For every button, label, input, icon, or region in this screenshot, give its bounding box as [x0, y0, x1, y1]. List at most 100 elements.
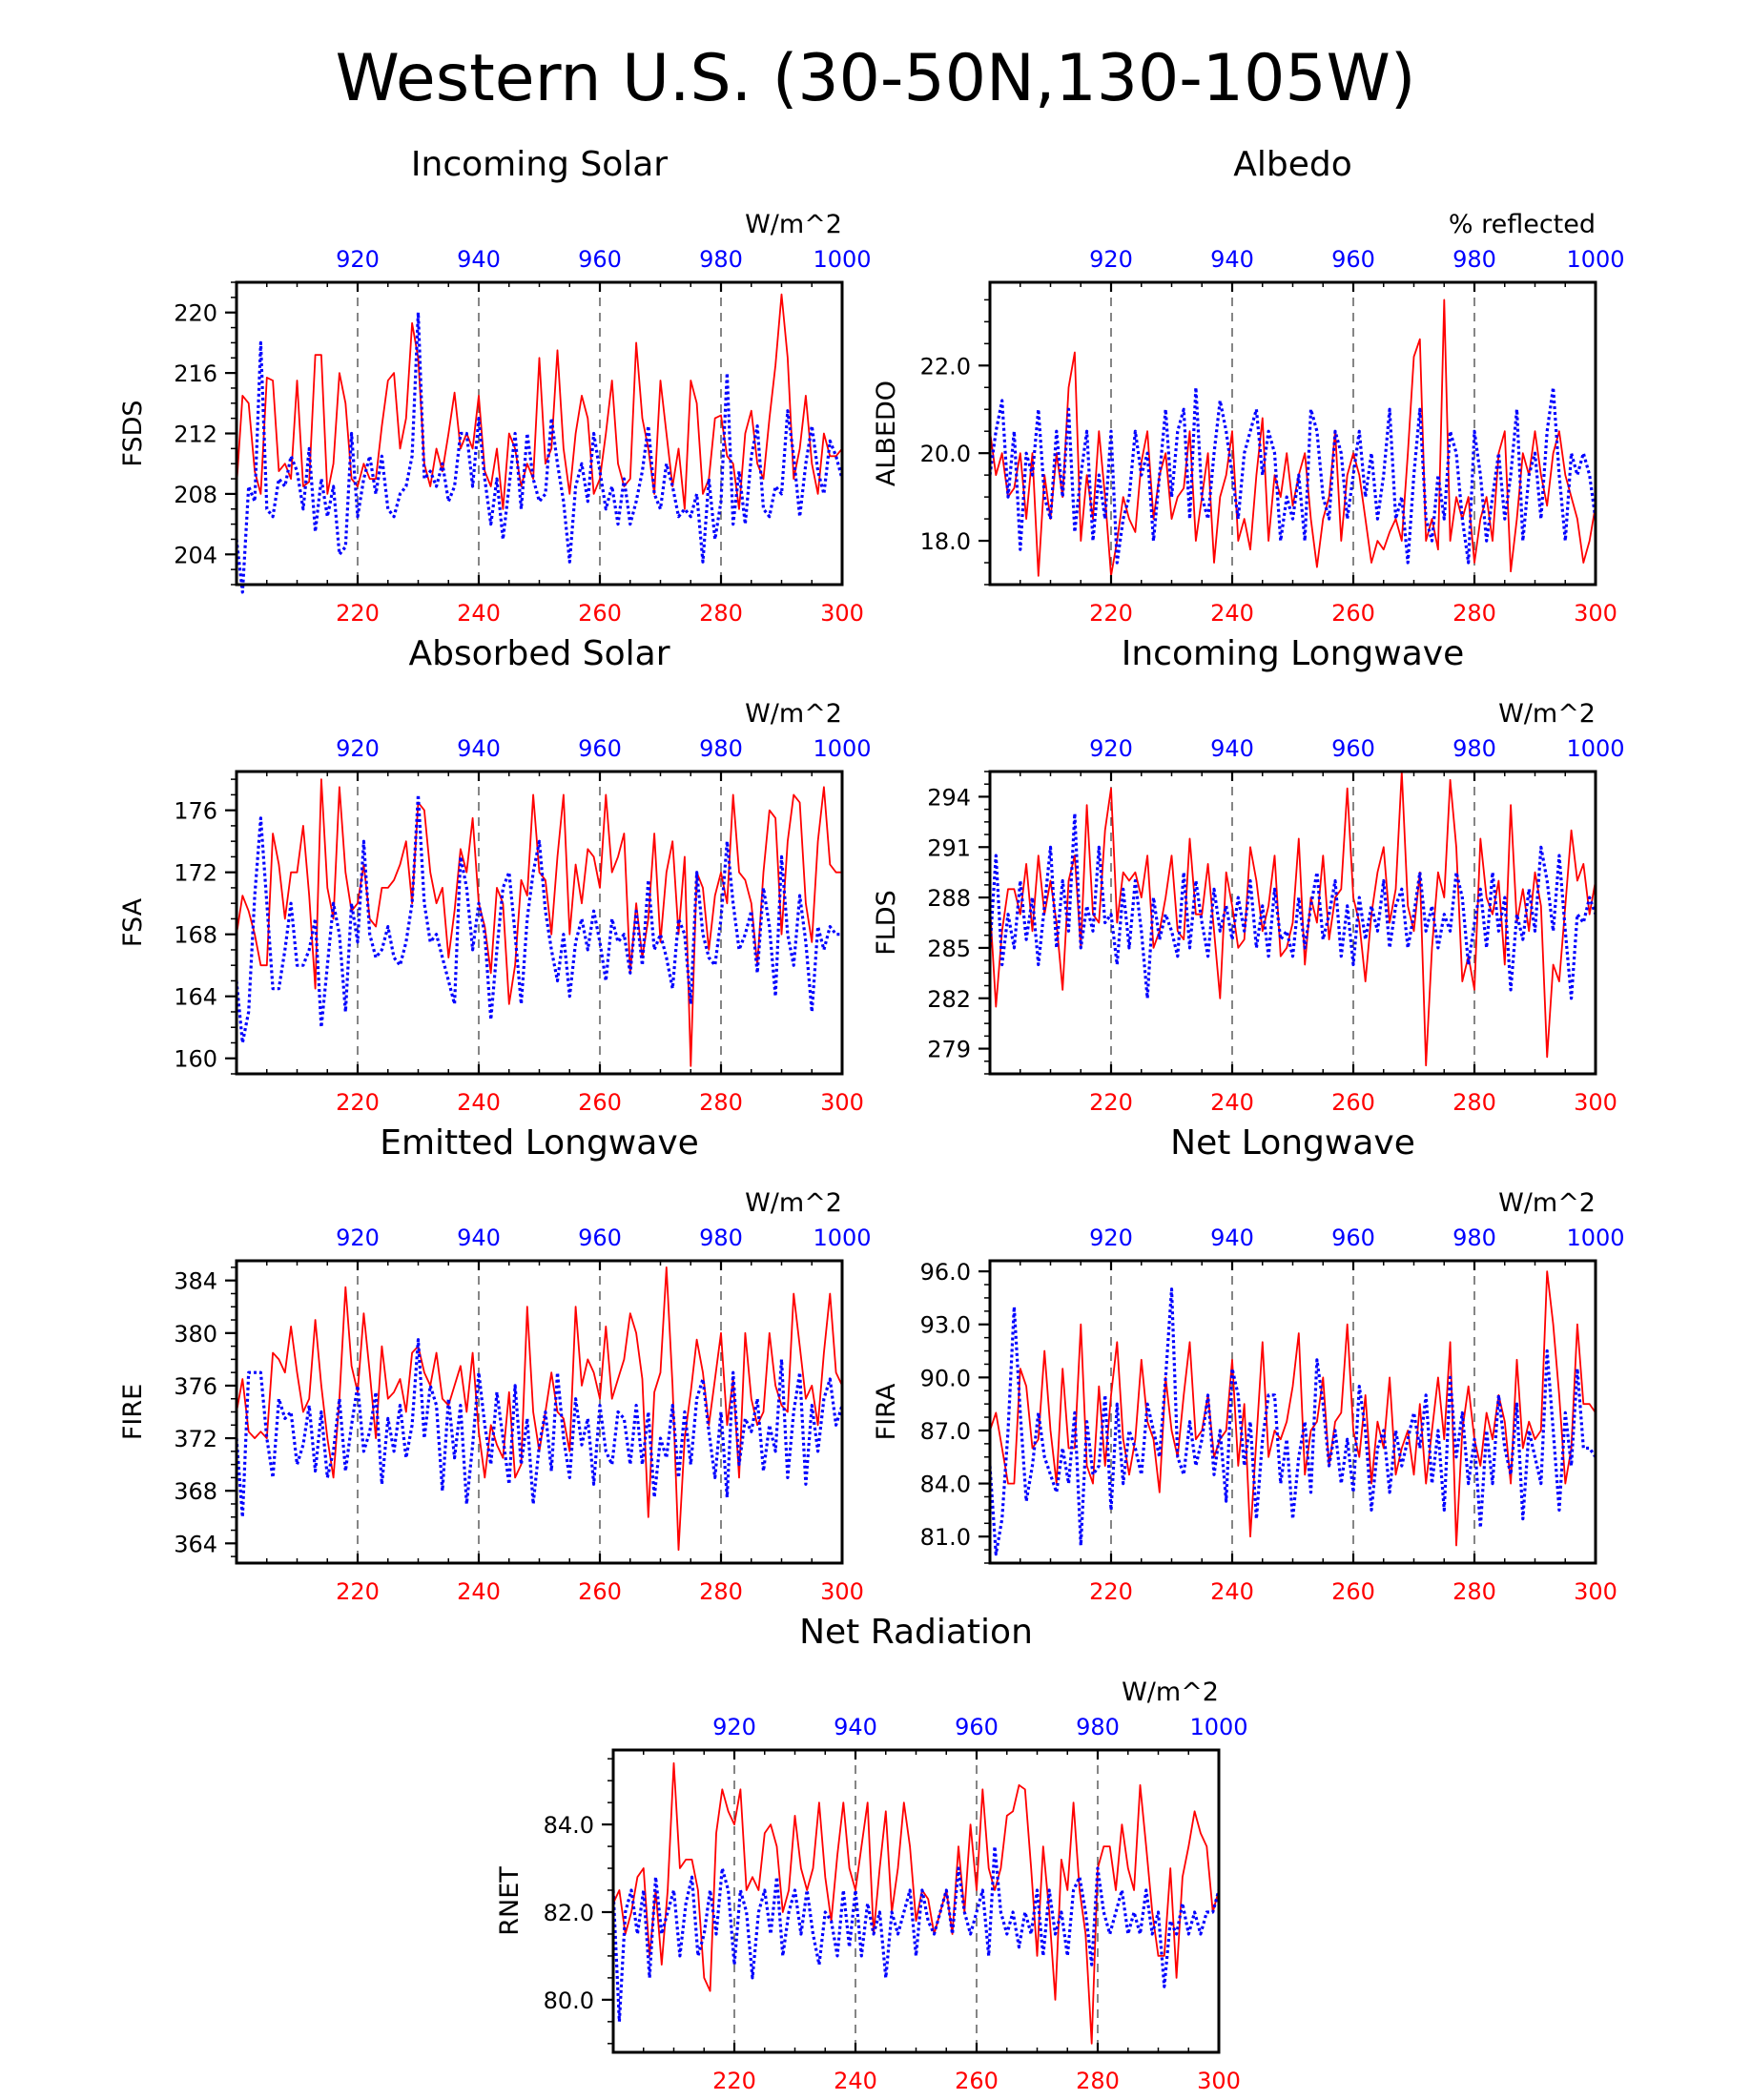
top-tick-label: 980	[1452, 1225, 1496, 1251]
bottom-tick-label: 280	[699, 1089, 743, 1116]
top-tick-label: 920	[336, 1225, 380, 1251]
bottom-tick-label: 240	[834, 2068, 877, 2094]
bottom-tick-label: 280	[1076, 2068, 1120, 2094]
top-tick-label: 1000	[1566, 1225, 1624, 1251]
y-tick-label: 84.0	[544, 1812, 594, 1839]
top-tick-label: 960	[1331, 246, 1375, 273]
y-tick-label: 82.0	[544, 1900, 594, 1926]
bottom-tick-label: 240	[1210, 1089, 1254, 1116]
top-tick-label: 920	[336, 246, 380, 273]
bottom-tick-label: 260	[578, 600, 622, 627]
y-tick-label: 81.0	[920, 1524, 971, 1551]
units-label: W/m^2	[1122, 1678, 1219, 1707]
top-tick-label: 960	[1331, 1225, 1375, 1251]
y-tick-label: 90.0	[920, 1365, 971, 1391]
y-axis-label: FIRA	[872, 1383, 901, 1440]
top-tick-label: 940	[834, 1714, 877, 1740]
top-tick-label: 1000	[1566, 735, 1624, 762]
y-tick-label: 168	[174, 922, 217, 949]
panel-title: Emitted Longwave	[380, 1123, 699, 1163]
bottom-tick-label: 260	[578, 1089, 622, 1116]
bottom-tick-label: 220	[712, 2068, 756, 2094]
top-tick-label: 1000	[1566, 246, 1624, 273]
bottom-tick-label: 280	[699, 600, 743, 627]
panel-title: Albedo	[1233, 145, 1352, 184]
bottom-tick-label: 260	[1331, 600, 1375, 627]
y-tick-label: 279	[927, 1037, 971, 1063]
blue-series-line	[235, 1338, 844, 1519]
bottom-tick-label: 300	[1574, 1089, 1617, 1116]
panel-emitted-longwave: Emitted Longwave W/m^2 220 240 260 280 300 920 9…	[118, 1123, 872, 1605]
panel-title: Net Longwave	[1170, 1123, 1415, 1163]
blue-series-line	[988, 385, 1597, 565]
top-tick-label: 920	[336, 735, 380, 762]
units-label: W/m^2	[745, 1188, 842, 1218]
bottom-tick-label: 260	[1331, 1089, 1375, 1116]
blue-series-line	[611, 1844, 1221, 2024]
bottom-tick-label: 300	[820, 1089, 864, 1116]
top-tick-label: 1000	[813, 1225, 871, 1251]
top-tick-label: 960	[578, 246, 622, 273]
y-tick-label: 208	[174, 482, 217, 508]
y-tick-label: 22.0	[920, 353, 971, 380]
y-tick-label: 96.0	[920, 1259, 971, 1286]
y-axis-label: RNET	[495, 1866, 525, 1936]
top-tick-label: 920	[712, 1714, 756, 1740]
top-tick-label: 980	[1452, 735, 1496, 762]
top-tick-label: 920	[1089, 246, 1133, 273]
y-tick-label: 285	[927, 936, 971, 962]
y-tick-label: 364	[174, 1531, 217, 1557]
y-axis-label: FSDS	[118, 400, 148, 466]
y-tick-label: 288	[927, 885, 971, 912]
blue-series-line	[988, 812, 1597, 1000]
bottom-tick-label: 220	[336, 1089, 380, 1116]
red-series-line	[236, 778, 842, 1067]
units-label: % reflected	[1449, 210, 1596, 239]
y-tick-label: 84.0	[920, 1472, 971, 1498]
top-tick-label: 960	[578, 1225, 622, 1251]
bottom-tick-label: 300	[1574, 1578, 1617, 1605]
bottom-tick-label: 300	[820, 600, 864, 627]
bottom-tick-label: 240	[457, 600, 501, 627]
top-tick-label: 940	[1210, 1225, 1254, 1251]
top-tick-label: 940	[457, 246, 501, 273]
y-axis-label: FSA	[118, 897, 148, 947]
bottom-tick-label: 300	[1197, 2068, 1241, 2094]
top-tick-label: 1000	[1189, 1714, 1247, 1740]
bottom-tick-label: 240	[1210, 1578, 1254, 1605]
y-tick-label: 18.0	[920, 528, 971, 555]
bottom-tick-label: 300	[820, 1578, 864, 1605]
panel-title: Absorbed Solar	[408, 634, 670, 673]
bottom-tick-label: 240	[1210, 600, 1254, 627]
y-tick-label: 368	[174, 1478, 217, 1505]
y-tick-label: 380	[174, 1321, 217, 1348]
top-tick-label: 980	[1452, 246, 1496, 273]
y-tick-label: 164	[174, 984, 217, 1011]
bottom-tick-label: 260	[1331, 1578, 1375, 1605]
y-tick-label: 204	[174, 542, 217, 568]
y-tick-label: 80.0	[544, 1987, 594, 2014]
y-tick-label: 20.0	[920, 441, 971, 467]
top-tick-label: 980	[699, 1225, 743, 1251]
bottom-tick-label: 220	[336, 1578, 380, 1605]
y-tick-label: 291	[927, 834, 971, 861]
panel-net-radiation: Net Radiation W/m^2 220 240 260 280 300 920 940 9…	[495, 1613, 1248, 2094]
bottom-tick-label: 280	[1452, 1578, 1496, 1605]
y-tick-label: 87.0	[920, 1418, 971, 1445]
y-tick-label: 376	[174, 1373, 217, 1400]
bottom-tick-label: 300	[1574, 600, 1617, 627]
y-tick-label: 282	[927, 986, 971, 1013]
y-tick-label: 93.0	[920, 1312, 971, 1339]
units-label: W/m^2	[745, 210, 842, 239]
panel-albedo: Albedo % reflected 220 240 260 280 300 920 940 96…	[872, 145, 1625, 627]
panel-net-longwave: Net Longwave W/m^2 220 240 260 280 300 920 940 96…	[872, 1123, 1625, 1605]
top-tick-label: 940	[457, 1225, 501, 1251]
units-label: W/m^2	[1498, 699, 1596, 729]
panel-title: Incoming Solar	[411, 145, 668, 184]
red-series-line	[236, 293, 843, 510]
top-tick-label: 1000	[813, 246, 871, 273]
top-tick-label: 940	[1210, 246, 1254, 273]
blue-series-line	[988, 1287, 1597, 1556]
units-label: W/m^2	[1498, 1188, 1596, 1218]
